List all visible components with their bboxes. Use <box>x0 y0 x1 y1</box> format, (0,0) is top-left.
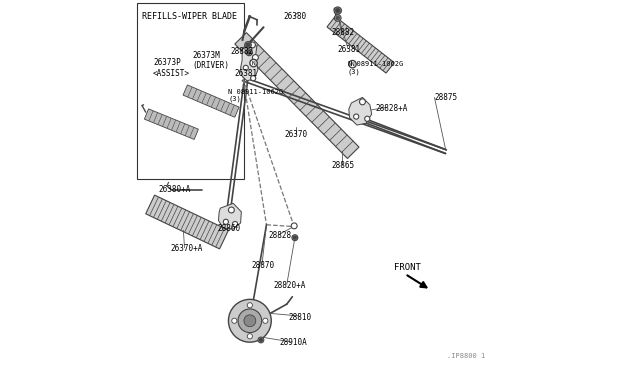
Text: 28875: 28875 <box>435 93 458 102</box>
Circle shape <box>250 42 255 48</box>
Text: 26370+A: 26370+A <box>170 244 203 253</box>
Circle shape <box>365 116 370 121</box>
Circle shape <box>246 49 252 56</box>
Circle shape <box>336 16 340 20</box>
Circle shape <box>238 309 262 333</box>
Text: 26373P
<ASSIST>: 26373P <ASSIST> <box>153 58 190 77</box>
Text: N 08911-1062G
(3): N 08911-1062G (3) <box>228 89 284 102</box>
Circle shape <box>247 303 252 308</box>
Text: 26380+A: 26380+A <box>158 185 191 194</box>
Circle shape <box>258 337 264 343</box>
Polygon shape <box>183 85 239 117</box>
Circle shape <box>349 61 356 68</box>
Polygon shape <box>145 109 198 140</box>
Circle shape <box>250 60 257 67</box>
Circle shape <box>293 236 296 239</box>
Text: 28828: 28828 <box>268 231 291 240</box>
Circle shape <box>251 76 256 81</box>
Text: 26373M
(DRIVER): 26373M (DRIVER) <box>193 51 230 70</box>
Text: 28810: 28810 <box>289 312 312 321</box>
Text: .IP8800 1: .IP8800 1 <box>447 353 486 359</box>
Text: 28860: 28860 <box>218 224 241 233</box>
Circle shape <box>244 42 252 48</box>
Circle shape <box>228 299 271 342</box>
Polygon shape <box>327 16 394 73</box>
Circle shape <box>334 15 341 21</box>
Circle shape <box>223 219 228 224</box>
Text: 28910A: 28910A <box>280 339 307 347</box>
Text: 26380: 26380 <box>283 12 306 21</box>
Text: N 08911-1062G
(3): N 08911-1062G (3) <box>348 61 403 75</box>
Circle shape <box>263 318 268 323</box>
Circle shape <box>243 65 248 70</box>
Polygon shape <box>349 97 372 125</box>
Text: 26381: 26381 <box>338 45 361 54</box>
Circle shape <box>292 235 298 241</box>
Text: 28820+A: 28820+A <box>274 281 306 290</box>
Circle shape <box>228 207 234 213</box>
FancyBboxPatch shape <box>137 3 244 179</box>
Text: 26370: 26370 <box>285 130 308 139</box>
Circle shape <box>353 114 359 119</box>
Text: N: N <box>252 61 255 65</box>
Text: 28870: 28870 <box>252 261 275 270</box>
Circle shape <box>247 51 251 54</box>
Circle shape <box>291 223 297 229</box>
Circle shape <box>252 55 259 61</box>
Text: FRONT: FRONT <box>394 263 420 272</box>
Circle shape <box>246 43 250 47</box>
Circle shape <box>335 9 340 13</box>
Text: 28865: 28865 <box>331 161 354 170</box>
Polygon shape <box>218 203 241 229</box>
Text: 28882: 28882 <box>230 47 254 56</box>
Text: N: N <box>351 62 355 67</box>
Polygon shape <box>235 33 359 158</box>
Circle shape <box>360 99 365 105</box>
Polygon shape <box>146 195 228 249</box>
Circle shape <box>232 318 237 323</box>
Circle shape <box>232 221 237 227</box>
Circle shape <box>334 7 341 14</box>
Text: REFILLS-WIPER BLADE: REFILLS-WIPER BLADE <box>141 13 237 22</box>
Circle shape <box>244 315 256 327</box>
Text: 28828+A: 28828+A <box>376 104 408 113</box>
Circle shape <box>259 339 262 341</box>
Polygon shape <box>241 42 258 81</box>
Text: 28882: 28882 <box>331 28 354 37</box>
Text: 26381: 26381 <box>234 69 257 78</box>
Circle shape <box>247 334 252 339</box>
